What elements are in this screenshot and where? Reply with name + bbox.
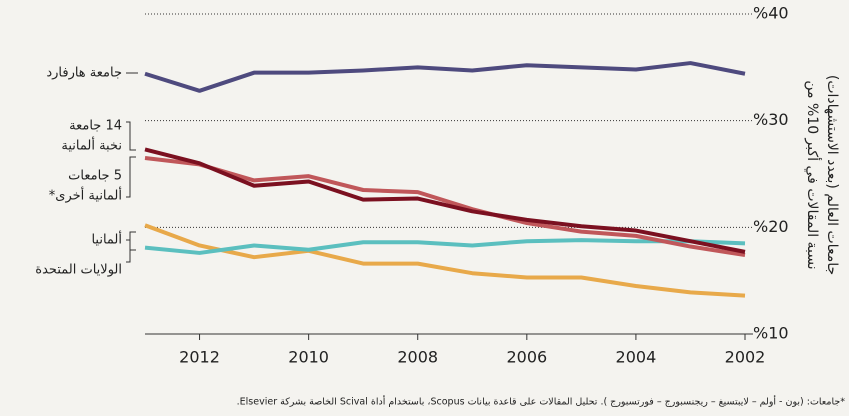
x-tick-label: 2012: [179, 348, 220, 367]
series-line: [144, 156, 746, 258]
y-tick-label: %10: [753, 324, 789, 343]
series-label: جامعة هارفارد: [46, 66, 122, 81]
y-tick-label: %40: [753, 4, 789, 23]
x-tick-label: 2008: [397, 348, 438, 367]
y-tick-label: %20: [753, 217, 789, 236]
y-tick-label: %30: [753, 110, 789, 129]
label-bracket: [126, 239, 136, 251]
footnote: *جامعات: (بون - أولم – لايبتسيغ – ريجنسب…: [237, 395, 846, 408]
series-line: [144, 223, 746, 298]
series-line: [144, 61, 746, 93]
series-label: الولايات المتحدة: [35, 263, 122, 278]
label-bracket: [126, 121, 136, 151]
x-tick-label: 2002: [725, 348, 766, 367]
series-label: 5 جامعات: [68, 169, 122, 184]
series-label: نخبة ألمانية: [61, 137, 122, 154]
label-bracket: [126, 231, 136, 263]
x-tick-label: 2010: [288, 348, 329, 367]
series-line: [144, 238, 746, 255]
series-line: [144, 147, 746, 254]
label-bracket: [126, 156, 136, 198]
series-label: ألمانية أخرى*: [49, 187, 122, 204]
x-tick-label: 2004: [616, 348, 657, 367]
x-tick-label: 2006: [506, 348, 547, 367]
series-label: ألمانيا: [91, 231, 122, 248]
y-axis-label: نسبة المقالات في أكبر 10% من: [804, 80, 822, 269]
series-label: 14 جامعة: [69, 119, 122, 134]
y-axis-label: جامعات العالم (بعدد الاستشهادات): [824, 75, 840, 275]
